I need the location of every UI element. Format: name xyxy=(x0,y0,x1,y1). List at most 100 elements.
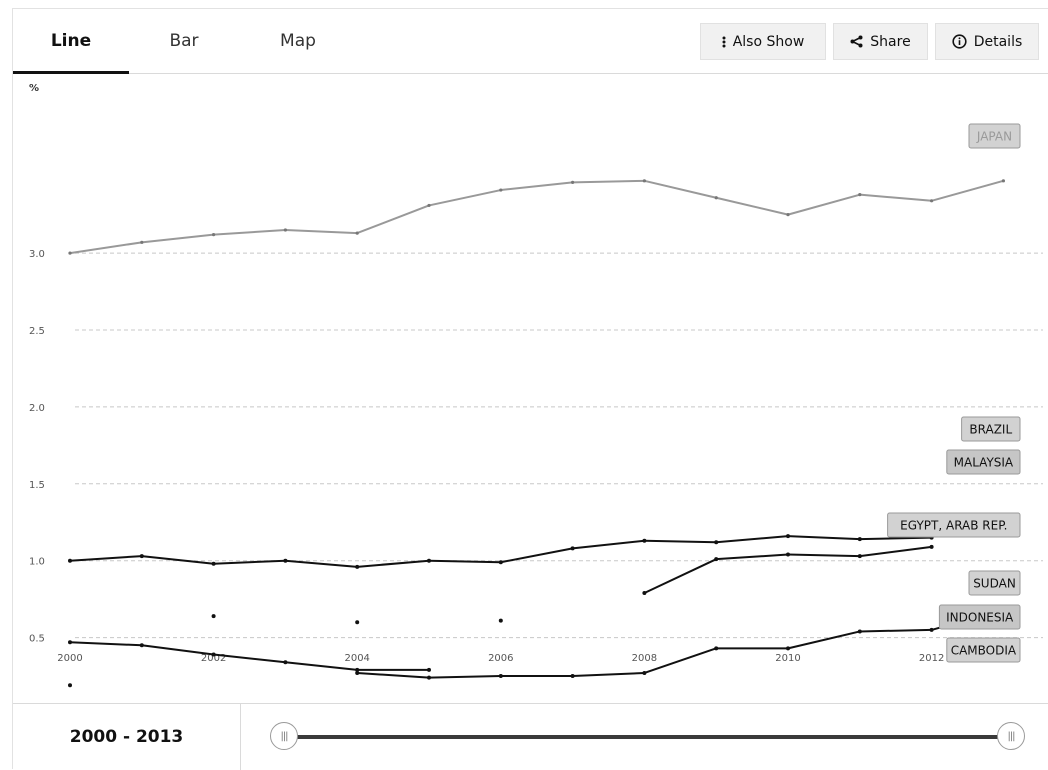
data-point xyxy=(355,670,360,675)
series-line-segment xyxy=(500,547,573,564)
series-label: MALAYSIA xyxy=(954,456,1014,470)
data-point xyxy=(355,620,360,625)
y-tick-label: 2.5 xyxy=(29,326,45,337)
series-label: EGYPT, ARAB REP. xyxy=(900,519,1007,533)
data-point xyxy=(714,196,718,200)
data-point xyxy=(714,540,719,545)
data-point xyxy=(427,675,431,680)
range-end-handle[interactable]: ||| xyxy=(997,722,1025,750)
data-point xyxy=(211,561,216,566)
tab-bar[interactable]: Bar xyxy=(169,31,199,51)
data-point xyxy=(570,546,575,551)
data-point xyxy=(498,618,503,623)
series-line-segment xyxy=(787,193,861,216)
x-tick-label: 2012 xyxy=(919,653,944,664)
series-line-segment xyxy=(428,559,501,564)
data-point xyxy=(68,558,72,563)
series-line-segment xyxy=(141,644,214,656)
data-point xyxy=(642,670,647,675)
series-line-segment xyxy=(356,204,430,235)
x-tick-label: 2000 xyxy=(57,653,82,664)
series-line-segment xyxy=(213,229,286,236)
data-point xyxy=(140,240,144,244)
series-line-segment xyxy=(644,539,717,544)
details-label: Details xyxy=(973,33,1023,50)
share-button[interactable]: Share xyxy=(833,23,928,60)
series-line-segment xyxy=(787,553,860,558)
data-point xyxy=(786,552,790,557)
data-point xyxy=(642,179,647,183)
data-point xyxy=(283,660,288,665)
details-button[interactable]: Details xyxy=(935,23,1039,60)
also-show-button[interactable]: Also Show xyxy=(700,23,826,60)
data-point xyxy=(786,534,790,539)
y-tick-label: 3.0 xyxy=(29,249,45,260)
data-point xyxy=(355,667,360,672)
series-line-segment xyxy=(572,179,645,184)
tab-map[interactable]: Map xyxy=(280,31,316,51)
data-point xyxy=(427,203,431,208)
series-line-segment xyxy=(428,189,502,207)
series-line-segment xyxy=(787,535,860,541)
data-point xyxy=(858,193,862,197)
range-slider-track[interactable] xyxy=(285,735,1007,739)
share-icon xyxy=(850,35,863,48)
data-point xyxy=(498,560,503,565)
vertical-dots-icon xyxy=(722,36,726,48)
series-line-segment xyxy=(643,558,717,594)
share-label: Share xyxy=(870,33,911,50)
x-tick-label: 2008 xyxy=(632,653,657,664)
series-line-segment xyxy=(285,661,358,671)
series-line-segment xyxy=(213,653,286,664)
data-point xyxy=(571,180,575,184)
data-point xyxy=(929,544,934,549)
data-point xyxy=(283,558,288,563)
series-line-segment xyxy=(931,179,1004,202)
series-line-segment xyxy=(69,641,142,647)
data-point xyxy=(930,199,934,203)
info-icon xyxy=(952,34,967,49)
data-point xyxy=(857,537,862,542)
series-label: INDONESIA xyxy=(946,611,1014,625)
series-label-box xyxy=(887,512,1021,538)
series-line-segment xyxy=(213,559,286,565)
series-line-segment xyxy=(859,628,932,633)
x-tick-label: 2006 xyxy=(488,653,513,664)
series-line-segment xyxy=(716,535,789,544)
data-point xyxy=(570,674,575,679)
data-point xyxy=(211,652,216,657)
series-line-segment xyxy=(357,671,430,679)
series-line-segment xyxy=(859,193,932,202)
data-point xyxy=(355,231,359,235)
series-label: BRAZIL xyxy=(969,423,1012,437)
y-tick-label: 1.0 xyxy=(29,557,45,568)
data-point xyxy=(427,667,431,672)
series-line-segment xyxy=(69,555,142,562)
series-line-segment xyxy=(572,539,645,550)
series-line-segment xyxy=(500,181,573,192)
tab-line[interactable]: Line xyxy=(13,9,129,74)
data-point xyxy=(929,627,934,632)
data-point xyxy=(857,629,862,634)
data-point xyxy=(355,564,360,569)
series-label-box xyxy=(946,637,1021,663)
data-point xyxy=(68,640,72,645)
series-line-segment xyxy=(141,555,214,565)
series-line-segment xyxy=(572,671,645,678)
chart-panel: Line Bar Map Also Show Share Details 0.5… xyxy=(12,8,1048,770)
series-line-segment xyxy=(285,229,358,235)
y-tick-label: 1.5 xyxy=(29,480,45,491)
data-point xyxy=(642,538,647,543)
series-line-segment xyxy=(357,559,430,568)
data-point xyxy=(857,554,862,559)
data-point xyxy=(68,683,72,688)
series-line-segment xyxy=(787,630,861,650)
y-axis-label: % xyxy=(29,83,39,94)
series-line-segment xyxy=(644,179,717,199)
series-label: CAMBODIA xyxy=(951,644,1017,658)
data-point xyxy=(714,646,719,651)
series-line-segment xyxy=(859,536,932,541)
data-point xyxy=(68,251,72,255)
range-start-handle[interactable]: ||| xyxy=(270,722,298,750)
series-line-segment xyxy=(859,545,932,558)
